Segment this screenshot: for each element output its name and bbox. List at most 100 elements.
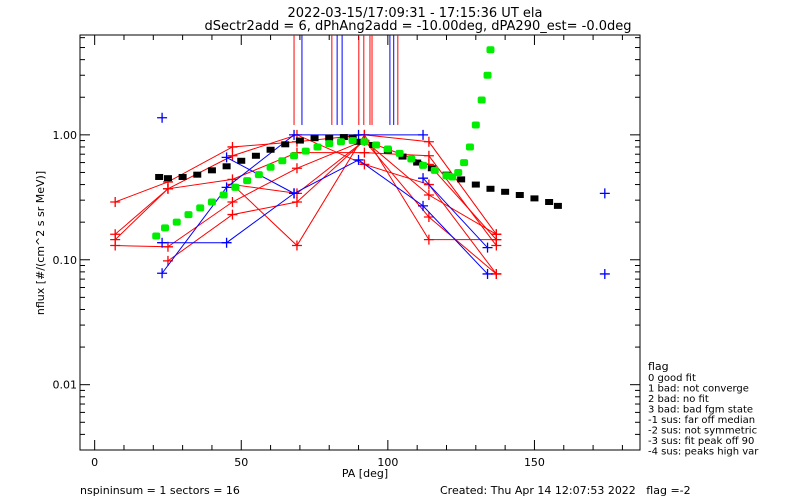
green-fit-point xyxy=(207,198,216,206)
footer-right: Created: Thu Apr 14 12:07:53 2022 flag =… xyxy=(440,484,691,497)
green-fit-point xyxy=(460,159,469,167)
black-fit-point xyxy=(266,146,275,153)
green-fit-point xyxy=(372,141,381,149)
y-tick-label: 0.01 xyxy=(53,379,78,392)
x-tick-label: 50 xyxy=(234,456,248,469)
green-fit-point xyxy=(301,147,310,155)
black-fit-point xyxy=(251,152,260,159)
black-fit-point xyxy=(295,137,304,144)
x-tick-label: 150 xyxy=(524,456,545,469)
legend-entry: -1 sus: far off median xyxy=(648,415,755,426)
blue-series-point xyxy=(289,188,300,199)
red-series-point xyxy=(227,209,238,220)
blue-series-point xyxy=(221,152,232,163)
black-fit-point xyxy=(222,163,231,170)
black-fit-point xyxy=(530,195,539,202)
red-series-point xyxy=(227,150,238,161)
green-fit-point xyxy=(360,138,369,146)
black-fit-point xyxy=(339,134,348,141)
black-fit-point xyxy=(237,157,246,164)
green-fit-point xyxy=(395,149,404,157)
black-fit-point xyxy=(471,181,480,188)
red-series-point xyxy=(110,240,121,251)
red-series-point xyxy=(227,197,238,208)
green-fit-point xyxy=(454,168,463,176)
black-fit-point xyxy=(207,167,216,174)
blue-series-point xyxy=(418,129,429,140)
black-fit-point xyxy=(155,173,164,180)
legend-entry: -4 sus: peaks high var xyxy=(648,447,759,458)
x-tick-label: 100 xyxy=(377,456,398,469)
red-series-point xyxy=(423,234,434,245)
blue-series-point xyxy=(157,268,168,279)
blue-series-point xyxy=(599,268,610,279)
black-fit-point xyxy=(413,159,422,166)
black-fit-point xyxy=(553,202,562,209)
red-series-point xyxy=(491,268,502,279)
red-series-point xyxy=(423,150,434,161)
green-fit-point xyxy=(219,191,228,199)
green-fit-point xyxy=(483,71,492,79)
green-fit-point xyxy=(465,143,474,151)
blue-series-point xyxy=(157,237,168,248)
red-series-point xyxy=(291,163,302,174)
black-fit-point xyxy=(515,191,524,198)
green-fit-point xyxy=(348,137,357,145)
green-fit-point xyxy=(243,177,252,185)
red-series-point xyxy=(423,189,434,200)
green-fit-point xyxy=(161,224,170,232)
blue-series-point xyxy=(221,182,232,193)
black-fit-point xyxy=(486,185,495,192)
x-axis-label: PA [deg] xyxy=(342,467,388,480)
green-fit-point xyxy=(196,204,205,212)
black-fit-point xyxy=(193,171,202,178)
y-tick-label: 1.00 xyxy=(53,129,78,142)
y-tick-label: 0.10 xyxy=(53,254,78,267)
black-fit-point xyxy=(310,135,319,142)
chart-title: 2022-03-15/17:09:31 - 17:15:36 UT ela xyxy=(288,6,543,21)
green-fit-point xyxy=(325,140,334,148)
green-fit-point xyxy=(231,183,240,191)
blue-series-point xyxy=(482,268,493,279)
black-fit-point xyxy=(178,173,187,180)
red-series-point xyxy=(162,183,173,194)
black-fit-point xyxy=(457,176,466,183)
blue-series-point xyxy=(221,237,232,248)
y-axis-label: nflux [#/(cm^2 s sr MeV)] xyxy=(34,171,47,315)
black-fit-point xyxy=(281,141,290,148)
black-fit-point xyxy=(163,175,172,182)
blue-series-point xyxy=(482,242,493,253)
legend-entry: 0 good fit xyxy=(648,373,696,384)
red-series-point xyxy=(423,211,434,222)
black-fit-point xyxy=(325,134,334,141)
red-series-point xyxy=(491,234,502,245)
blue-series-point xyxy=(418,173,429,184)
green-fit-point xyxy=(172,218,181,226)
blue-series-point xyxy=(157,112,168,123)
green-fit-point xyxy=(471,121,480,129)
green-fit-point xyxy=(383,145,392,153)
chart-subtitle: dSectr2add = 6, dPhAng2add = -10.00deg, … xyxy=(204,19,631,34)
legend-entry: -3 sus: fit peak off 90 xyxy=(648,436,754,447)
green-fit-point xyxy=(448,173,457,181)
blue-series-line xyxy=(162,159,488,275)
green-fit-point xyxy=(184,211,193,219)
red-series-point xyxy=(227,141,238,152)
red-series-point xyxy=(359,147,370,158)
green-fit-point xyxy=(266,163,275,171)
green-fit-point xyxy=(152,232,161,240)
green-fit-point xyxy=(430,166,439,174)
red-series-point xyxy=(162,241,173,252)
x-tick-label: 0 xyxy=(91,456,98,469)
black-fit-point xyxy=(354,138,363,145)
legend-title: flag xyxy=(648,360,669,373)
red-series-point xyxy=(110,197,121,208)
green-fit-point xyxy=(486,46,495,54)
plot-frame xyxy=(79,34,641,451)
red-series-line xyxy=(167,139,497,262)
legend-entry: 3 bad: bad fgm state xyxy=(648,405,753,416)
blue-series-point xyxy=(353,154,364,165)
green-fit-point xyxy=(419,161,428,169)
